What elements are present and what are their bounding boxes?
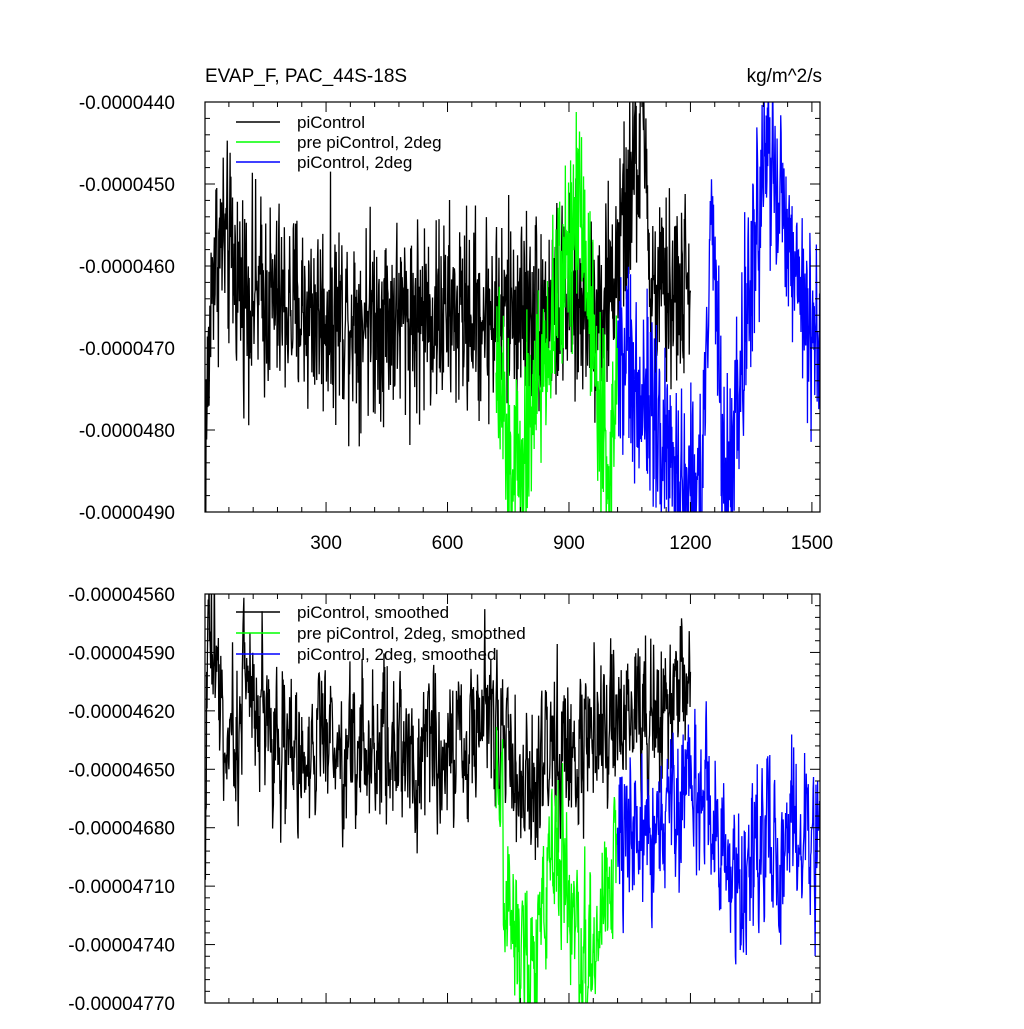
legend-label: pre piControl, 2deg, smoothed bbox=[297, 624, 526, 643]
y-tick-label: -0.00004680 bbox=[68, 819, 175, 840]
x-tick-label: 900 bbox=[553, 533, 585, 554]
legend-label: piControl, 2deg bbox=[297, 153, 412, 172]
y-tick-label: -0.0000490 bbox=[79, 503, 175, 524]
plot-area bbox=[205, 102, 820, 512]
x-tick-label: 1500 bbox=[791, 533, 833, 554]
legend-label: pre piControl, 2deg bbox=[297, 133, 442, 152]
plot-area bbox=[205, 594, 820, 1003]
series-line-picontrol bbox=[205, 102, 692, 512]
y-tick-label: -0.0000460 bbox=[79, 257, 175, 278]
y-tick-label: -0.00004590 bbox=[68, 643, 175, 664]
y-tick-label: -0.0000440 bbox=[79, 93, 175, 114]
y-tick-label: -0.00004560 bbox=[68, 585, 175, 606]
series-line-pre-picontrol-2deg bbox=[495, 111, 619, 512]
plot-frame bbox=[204, 101, 821, 513]
y-tick-label: -0.0000450 bbox=[79, 175, 175, 196]
x-tick-label: 300 bbox=[310, 533, 342, 554]
series-line-pre-picontrol-2deg-smoothed bbox=[495, 726, 619, 1003]
legend-label: piControl bbox=[297, 113, 365, 132]
panel-1-title: EVAP_F, PAC_44S-18S bbox=[205, 66, 407, 87]
x-tick-label: 600 bbox=[432, 533, 464, 554]
y-tick-label: -0.00004650 bbox=[68, 760, 175, 781]
legend: piControl, smoothed pre piControl, 2deg, … bbox=[236, 603, 526, 664]
plot-frame bbox=[204, 593, 821, 1004]
legend-label: piControl, smoothed bbox=[297, 603, 449, 622]
y-tick-label: -0.00004770 bbox=[68, 994, 175, 1015]
y-tick-label: -0.0000480 bbox=[79, 421, 175, 442]
series-line-picontrol-2deg-smoothed bbox=[616, 701, 820, 965]
series-line-picontrol-smoothed bbox=[205, 594, 692, 880]
panel-2: -0.00004560 -0.00004590 -0.00004620 -0.0000… bbox=[68, 585, 821, 1015]
legend-label: piControl, 2deg, smoothed bbox=[297, 645, 496, 664]
panel-1-units: kg/m^2/s bbox=[747, 66, 822, 87]
x-tick-label: 1200 bbox=[669, 533, 711, 554]
y-tick-label: -0.00004710 bbox=[68, 877, 175, 898]
y-tick-label: -0.00004740 bbox=[68, 936, 175, 957]
series-line-picontrol-2deg bbox=[616, 102, 820, 512]
panel-1: 300 600 900 1200 1500 -0.0000440 -0.0000450 -0.… bbox=[79, 93, 833, 554]
y-tick-label: -0.00004620 bbox=[68, 702, 175, 723]
y-tick-label: -0.0000470 bbox=[79, 339, 175, 360]
